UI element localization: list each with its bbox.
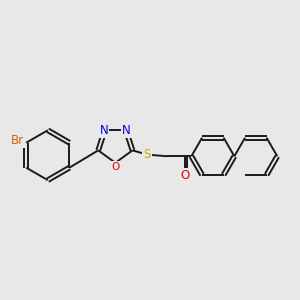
Text: S: S [143, 148, 151, 161]
Text: N: N [100, 124, 109, 137]
Text: Br: Br [11, 134, 24, 148]
Text: N: N [122, 124, 131, 137]
Text: O: O [111, 162, 119, 172]
Text: O: O [181, 169, 190, 182]
